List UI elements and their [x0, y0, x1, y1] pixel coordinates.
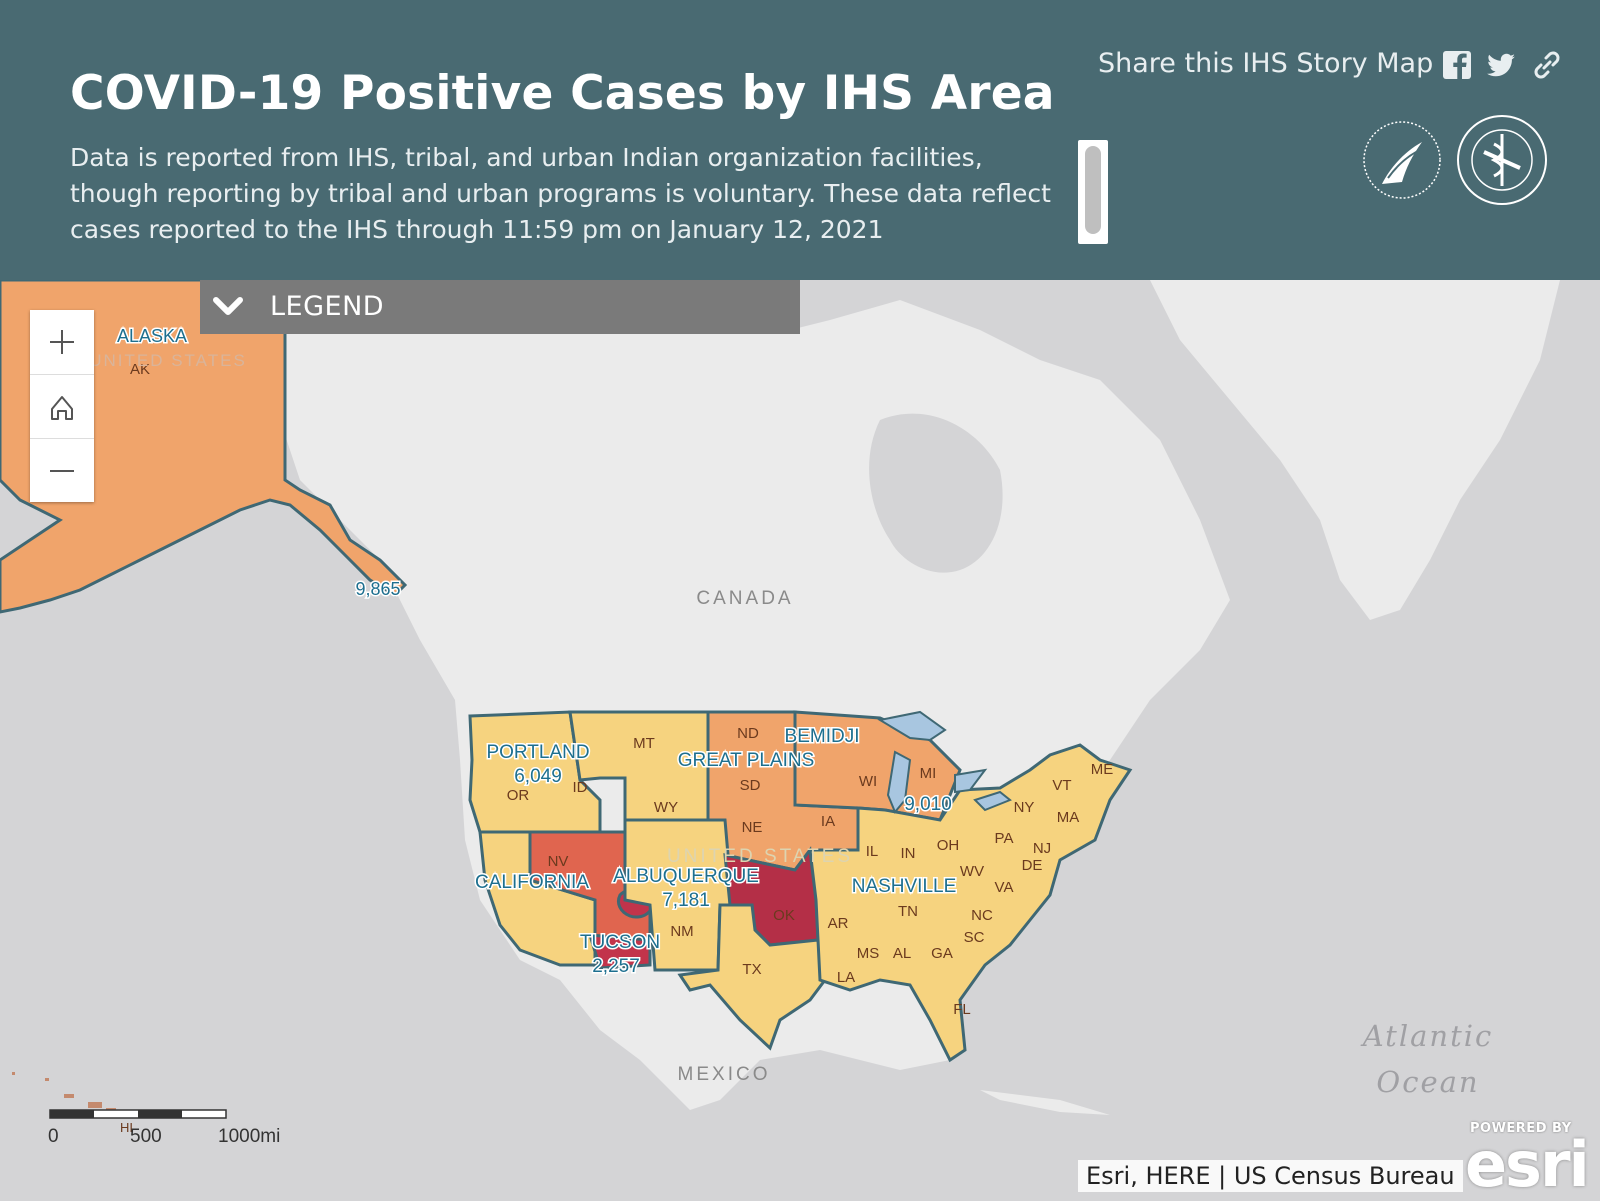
ocean-label-ocean: Ocean: [1376, 1065, 1479, 1099]
map-view[interactable]: ALASKA AK UNITED STATES 9,865: [0, 280, 1600, 1200]
state-label-ne: NE: [742, 819, 763, 836]
state-label-mi: MI: [920, 765, 937, 782]
header: COVID-19 Positive Cases by IHS Area Data…: [0, 0, 1600, 280]
hudson-bay: [869, 413, 1003, 573]
state-label-vt: VT: [1052, 777, 1071, 794]
powered-by-label: POWERED BY: [1470, 1121, 1572, 1136]
area-label-portland: PORTLAND: [486, 742, 589, 763]
state-label-or: OR: [507, 787, 530, 804]
facebook-icon[interactable]: [1440, 48, 1474, 82]
state-label-ak: AK: [130, 361, 150, 378]
country-label-mexico: MEXICO: [678, 1064, 771, 1085]
state-label-ms: MS: [857, 945, 880, 962]
description: Data is reported from IHS, tribal, and u…: [70, 143, 1051, 244]
legend-toggle[interactable]: LEGEND: [200, 280, 800, 334]
state-label-ar: AR: [828, 915, 849, 932]
area-label-albuquerque: ALBUQUERQUE: [613, 866, 759, 887]
state-label-de: DE: [1022, 857, 1043, 874]
plus-icon: [50, 330, 74, 354]
state-label-la: LA: [837, 969, 855, 986]
minus-icon: [50, 470, 74, 472]
state-label-wy: WY: [654, 799, 678, 816]
state-label-nc: NC: [971, 907, 993, 924]
scrollbar-thumb[interactable]: [1085, 146, 1101, 234]
state-label-wi: WI: [859, 773, 877, 790]
link-icon[interactable]: [1530, 48, 1564, 82]
state-label-id: ID: [573, 779, 588, 796]
state-label-ma: MA: [1057, 809, 1080, 826]
state-label-in: IN: [901, 845, 916, 862]
state-label-ok: OK: [773, 907, 795, 924]
state-label-il: IL: [866, 843, 879, 860]
home-button[interactable]: [30, 374, 94, 439]
state-label-hi: HI: [120, 1120, 133, 1135]
area-label-nashville: NASHVILLE: [852, 876, 957, 897]
state-label-nj: NJ: [1033, 840, 1051, 857]
state-label-oh: OH: [937, 837, 960, 854]
area-cases-alaska: 9,865: [355, 579, 400, 599]
scale-label-500: 500: [130, 1126, 162, 1147]
state-label-ia: IA: [821, 813, 835, 830]
greenland: [1150, 280, 1560, 620]
home-icon: [51, 396, 73, 420]
scale-bar: 0 500 1000mi: [48, 1109, 280, 1147]
state-label-sd: SD: [740, 777, 761, 794]
map-canvas[interactable]: ALASKA AK UNITED STATES 9,865: [0, 280, 1600, 1200]
area-cases-albuquerque: 7,181: [662, 890, 710, 911]
area-label-bemidji: BEMIDJI: [785, 726, 860, 747]
chevron-down-icon: [213, 297, 243, 315]
state-label-va: VA: [995, 879, 1014, 896]
area-cases-tucson: 2,257: [592, 956, 640, 977]
state-label-nv: NV: [548, 853, 569, 870]
state-label-ny: NY: [1014, 799, 1035, 816]
legend-label: LEGEND: [270, 291, 385, 322]
share-label: Share this IHS Story Map: [1098, 48, 1434, 79]
esri-logo[interactable]: esri: [1465, 1128, 1590, 1201]
country-label-us-alaska: UNITED STATES: [89, 351, 247, 370]
country-labels: CANADA UNITED STATES MEXICO: [667, 588, 853, 1085]
state-label-me: ME: [1091, 761, 1114, 778]
area-label-great-plains: GREAT PLAINS: [678, 750, 815, 771]
state-label-wv: WV: [960, 863, 984, 880]
country-label-canada: CANADA: [696, 588, 793, 609]
ocean-labels: Atlantic Ocean: [1360, 1019, 1494, 1099]
area-label-california: CALIFORNIA: [475, 872, 589, 893]
area-cases-bemidji: 9,010: [904, 794, 952, 815]
area-label-tucson: TUCSON: [580, 932, 660, 953]
state-label-nd: ND: [737, 725, 759, 742]
zoom-controls: [30, 310, 94, 502]
page-title: COVID-19 Positive Cases by IHS Area: [70, 66, 1055, 121]
state-label-nm: NM: [670, 923, 693, 940]
scale-label-0: 0: [48, 1126, 59, 1147]
cuba: [980, 1090, 1110, 1115]
scale-label-1000: 1000mi: [218, 1126, 280, 1147]
alaska-area[interactable]: [0, 280, 408, 614]
area-labels: PORTLAND 6,049 CALIFORNIA ALBUQUERQUE 7,…: [473, 725, 957, 979]
ihs-logo: [1363, 115, 1547, 205]
tucson-area[interactable]: [587, 933, 652, 970]
zoom-out-button[interactable]: [30, 438, 94, 503]
country-label-united-states: UNITED STATES: [667, 846, 853, 867]
texas-region[interactable]: [677, 903, 827, 1051]
state-label-al: AL: [893, 945, 911, 962]
state-label-pa: PA: [995, 830, 1014, 847]
state-label-sc: SC: [964, 929, 985, 946]
area-cases-portland: 6,049: [514, 766, 562, 787]
nashville-area[interactable]: [808, 743, 1133, 1063]
map-attribution[interactable]: Esri, HERE | US Census Bureau: [1078, 1160, 1463, 1192]
area-label-alaska: ALASKA: [117, 326, 187, 346]
zoom-in-button[interactable]: [30, 310, 94, 374]
state-label-mt: MT: [633, 735, 655, 752]
ocean-label-atlantic: Atlantic: [1360, 1019, 1494, 1053]
state-label-fl: FL: [953, 1001, 971, 1018]
twitter-icon[interactable]: [1484, 48, 1518, 82]
state-label-tx: TX: [742, 961, 761, 978]
state-label-tn: TN: [898, 903, 918, 920]
great-lakes: [877, 710, 1012, 814]
state-label-ga: GA: [931, 945, 953, 962]
